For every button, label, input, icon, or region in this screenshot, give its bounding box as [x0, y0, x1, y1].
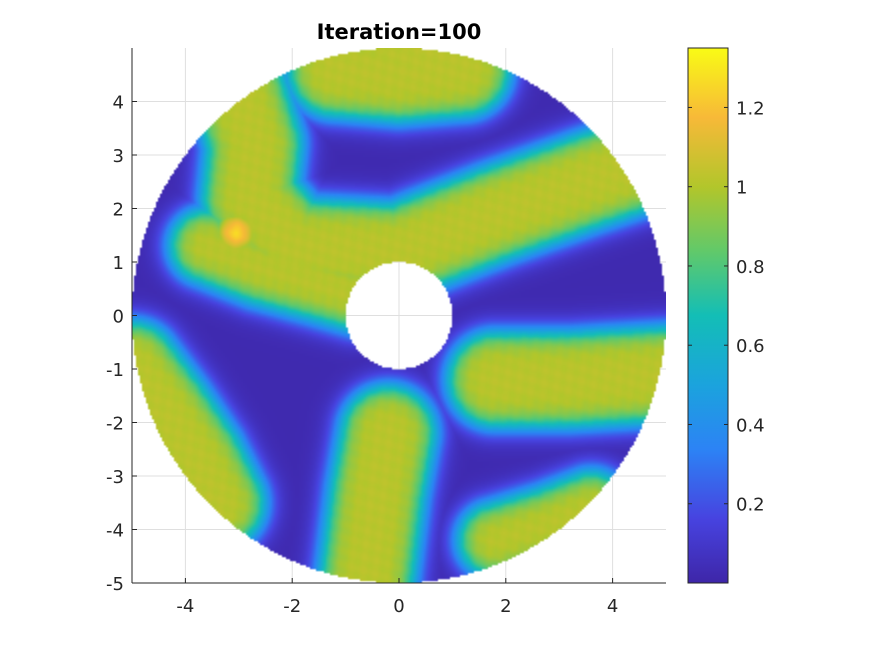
y-ticks: -5 -4 -3 -2 -1 0 1 2 3 4 — [106, 93, 137, 595]
heatmap-image — [132, 48, 666, 583]
x-tick-label: 4 — [607, 596, 618, 617]
y-tick-label: 3 — [113, 146, 124, 167]
x-tick-label: 0 — [393, 596, 404, 617]
colorbar-tick-label: 0.4 — [736, 415, 765, 436]
colorbar-tick-label: 1.2 — [736, 98, 765, 119]
heatmap-field — [132, 48, 666, 583]
colorbar-tick-label: 1 — [736, 178, 747, 199]
colorbar-tick-label: 0.6 — [736, 336, 765, 357]
y-tick-label: 0 — [113, 307, 124, 328]
y-tick-label: -4 — [106, 521, 124, 542]
colorbar-tick-label: 0.8 — [736, 257, 765, 278]
y-tick-label: -5 — [106, 574, 124, 595]
x-tick-label: -4 — [176, 596, 194, 617]
y-tick-label: -1 — [106, 360, 124, 381]
x-tick-label: 2 — [500, 596, 511, 617]
colorbar-frame — [687, 47, 729, 584]
colorbar-tick-label: 0.2 — [736, 495, 765, 516]
y-tick-label: -2 — [106, 414, 124, 435]
y-tick-label: 2 — [113, 200, 124, 221]
colorbar-gradient — [688, 48, 728, 583]
y-tick-label: 1 — [113, 253, 124, 274]
x-tick-label: -2 — [283, 596, 301, 617]
y-tick-label: -3 — [106, 467, 124, 488]
y-tick-label: 4 — [113, 93, 124, 114]
x-ticks: -4 -2 0 2 4 — [176, 578, 618, 617]
chart-title: Iteration=100 — [317, 20, 482, 44]
colorbar-ticks: 0.2 0.4 0.6 0.8 1 1.2 — [688, 98, 765, 516]
colorbar: 0.2 0.4 0.6 0.8 1 1.2 — [687, 47, 765, 584]
